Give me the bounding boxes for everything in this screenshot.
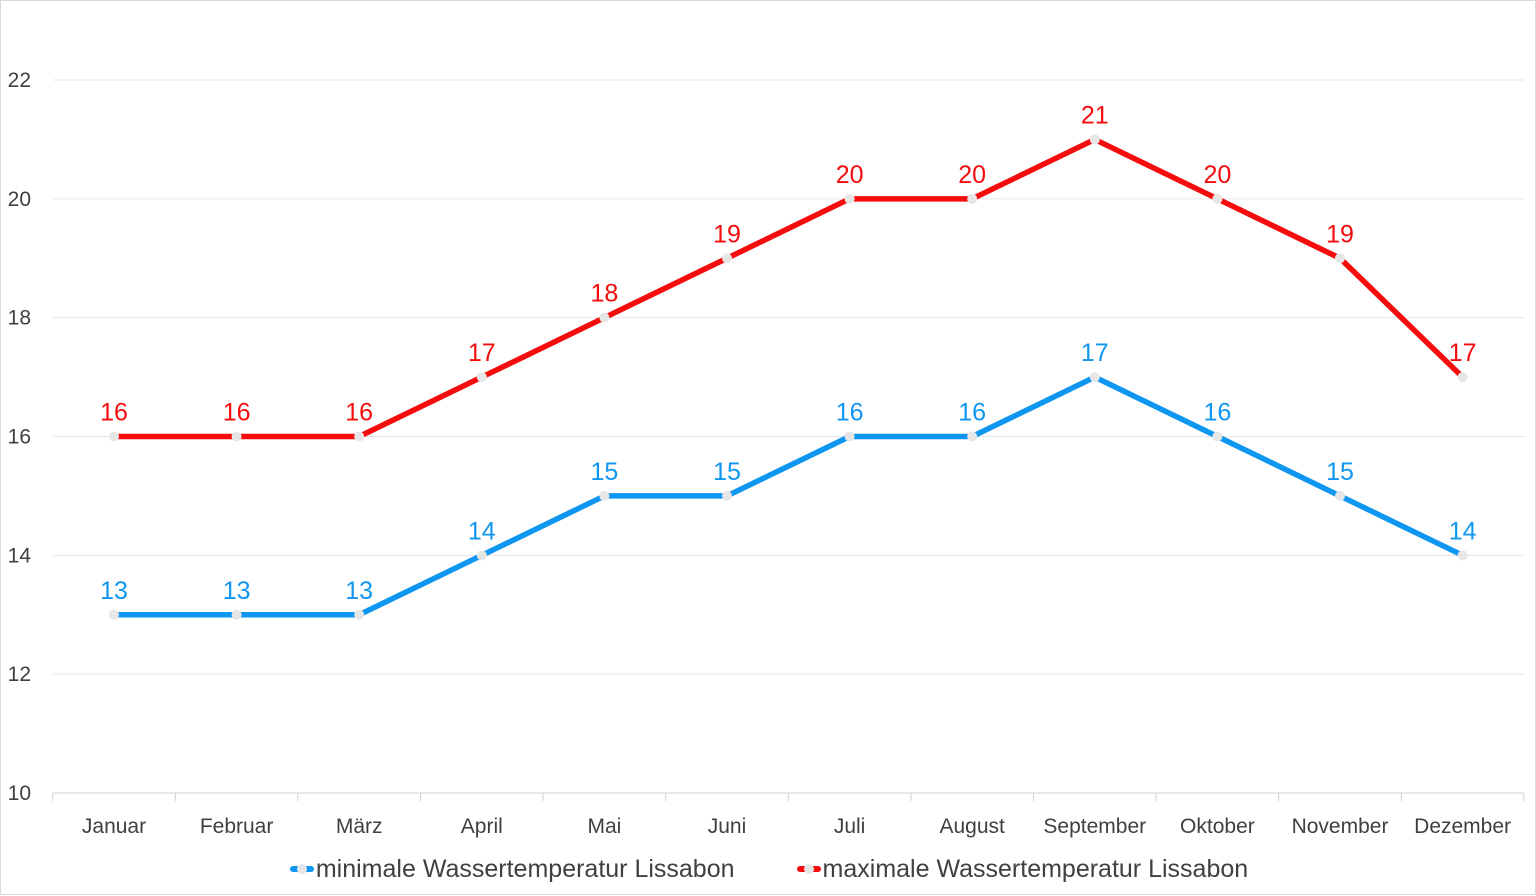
data-label: 17 <box>1449 339 1477 367</box>
x-tick-label: Januar <box>82 815 146 838</box>
y-tick-label: 14 <box>8 544 32 567</box>
data-point[interactable] <box>1089 372 1100 383</box>
y-tick-label: 20 <box>8 188 31 211</box>
y-tick-label: 18 <box>8 307 31 330</box>
data-label: 16 <box>836 399 864 427</box>
x-tick-label: Februar <box>200 815 274 838</box>
data-point[interactable] <box>1212 193 1223 204</box>
y-tick-label: 22 <box>8 69 31 92</box>
data-point[interactable] <box>354 609 365 620</box>
y-tick-label: 12 <box>8 663 31 686</box>
data-label: 21 <box>1081 101 1109 129</box>
legend-label-max: maximale Wassertemperatur Lissabon <box>822 854 1249 883</box>
data-label: 13 <box>223 577 251 605</box>
legend: minimale Wassertemperatur Lissabon maxim… <box>1 849 1536 889</box>
x-tick-label: Juli <box>834 815 866 838</box>
data-label: 20 <box>1203 161 1231 189</box>
data-point[interactable] <box>722 253 732 264</box>
data-label: 15 <box>590 458 618 486</box>
data-point[interactable] <box>1335 490 1345 501</box>
axes: 10 12 14 16 18 20 22 Januar Februar März April Mai J… <box>8 69 1525 838</box>
legend-item-min[interactable]: minimale Wassertemperatur Lissabon <box>289 854 735 884</box>
x-tick-label: August <box>940 815 1006 838</box>
y-tick-label: 10 <box>8 782 31 805</box>
legend-swatch-min <box>289 864 314 874</box>
data-point[interactable] <box>231 609 242 620</box>
data-point[interactable] <box>1335 253 1345 264</box>
x-tick-label: April <box>461 815 503 838</box>
data-label: 16 <box>223 399 251 427</box>
data-point[interactable] <box>844 431 855 442</box>
data-point[interactable] <box>1457 550 1468 561</box>
data-point[interactable] <box>109 431 119 442</box>
data-label: 15 <box>713 458 741 486</box>
data-point[interactable] <box>1457 372 1468 383</box>
data-point[interactable] <box>967 193 978 204</box>
x-tick-label: Mai <box>587 815 621 838</box>
series-lines <box>111 136 1466 618</box>
data-label: 16 <box>958 399 986 427</box>
data-label: 16 <box>345 399 373 427</box>
data-label: 16 <box>100 399 128 427</box>
data-label: 14 <box>468 517 496 545</box>
data-point[interactable] <box>476 372 487 383</box>
data-point[interactable] <box>844 193 855 204</box>
x-tick-label: März <box>336 815 383 838</box>
data-label: 13 <box>100 577 128 605</box>
data-point[interactable] <box>599 312 610 323</box>
x-tick-label: Oktober <box>1180 815 1255 838</box>
data-labels: 13 13 13 14 15 15 16 16 17 16 15 14 16 16 16 17 18 19 20 20… <box>100 101 1477 604</box>
x-tick-label: Dezember <box>1414 815 1511 838</box>
data-point[interactable] <box>967 431 978 442</box>
data-point[interactable] <box>476 550 487 561</box>
data-point[interactable] <box>1212 431 1223 442</box>
data-point[interactable] <box>722 490 732 501</box>
data-label: 17 <box>1081 339 1109 367</box>
data-point[interactable] <box>599 490 610 501</box>
data-label: 15 <box>1326 458 1354 486</box>
data-label: 14 <box>1449 517 1477 545</box>
data-point[interactable] <box>1089 134 1100 145</box>
x-tick-label: November <box>1292 815 1389 838</box>
legend-label-min: minimale Wassertemperatur Lissabon <box>315 854 735 883</box>
x-tick-label: September <box>1043 815 1146 838</box>
y-tick-label: 16 <box>8 426 31 449</box>
x-tick-label: Juni <box>708 815 747 838</box>
legend-swatch-max <box>796 864 821 874</box>
data-label: 20 <box>836 161 864 189</box>
data-label: 17 <box>468 339 496 367</box>
data-point[interactable] <box>354 431 365 442</box>
data-point[interactable] <box>109 609 119 620</box>
data-markers <box>109 134 1468 620</box>
data-point[interactable] <box>231 431 242 442</box>
data-label: 19 <box>713 220 741 248</box>
series-line-max[interactable] <box>111 136 1466 440</box>
data-label: 20 <box>958 161 986 189</box>
legend-item-max[interactable]: maximale Wassertemperatur Lissabon <box>796 854 1249 884</box>
data-label: 18 <box>590 280 618 308</box>
series-line-min[interactable] <box>111 374 1466 618</box>
data-label: 16 <box>1203 399 1231 427</box>
data-label: 19 <box>1326 220 1354 248</box>
data-label: 13 <box>345 577 373 605</box>
